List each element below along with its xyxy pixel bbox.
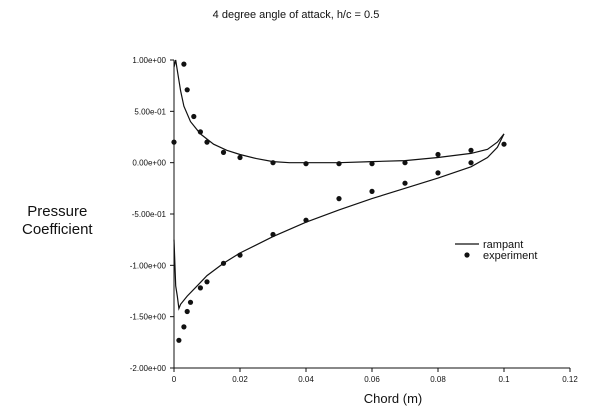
experiment-point [336,196,342,202]
y-tick-label: -1.00e+00 [130,261,167,270]
experiment-point [402,180,408,186]
y-tick-label: 5.00e-01 [134,107,166,116]
experiment-point [270,231,276,238]
legend-label-experiment: experiment [483,250,537,262]
experiment-point [336,161,342,167]
experiment-point [468,160,474,166]
series-line-rampant [173,133,505,311]
experiment-point [204,139,210,145]
y-tick-label: -1.50e+00 [130,313,167,322]
experiment-point [176,337,182,343]
experiment-point [468,147,474,153]
experiment-point [303,217,309,223]
experiment-point [181,324,187,330]
legend-marker-swatch [464,252,470,258]
y-tick-label: -5.00e-01 [132,210,167,219]
x-tick-label: 0.08 [430,375,446,384]
series-line-rampant [173,59,505,164]
experiment-point [181,61,187,67]
experiment-point [237,252,243,258]
experiment-point [204,279,210,285]
experiment-point [435,170,441,176]
x-tick-label: 0.06 [364,375,380,384]
y-axis-label-line1: Pressure [27,203,88,220]
x-tick-label: 0.12 [562,375,578,384]
experiment-point [220,149,227,155]
y-axis-label: Pressure Coefficient [22,203,93,239]
experiment-point [187,299,194,305]
experiment-point [402,160,408,166]
x-tick-label: 0.02 [232,375,248,384]
experiment-point [369,161,375,167]
x-tick-label: 0.1 [498,375,510,384]
experiment-point [237,154,243,161]
experiment-point [197,285,203,291]
experiment-point [435,151,441,158]
experiment-point [369,188,375,194]
y-tick-label: -2.00e+00 [130,364,167,373]
legend-label-rampant: rampant [483,239,523,251]
experiment-point [191,113,197,120]
y-axis-label-line2: Coefficient [22,221,93,238]
x-tick-label: 0 [172,375,177,384]
experiment-point [220,260,227,266]
x-tick-label: 0.04 [298,375,314,384]
experiment-point [270,160,276,166]
experiment-point [197,129,203,135]
y-tick-label: 1.00e+00 [132,56,166,65]
experiment-point [184,308,190,315]
experiment-point [184,87,190,93]
experiment-point [303,161,309,167]
x-axis-label: Chord (m) [363,391,423,406]
chart-title: 4 degree angle of attack, h/c = 0.5 [212,9,380,21]
experiment-point [501,141,507,147]
experiment-point [171,139,177,145]
y-tick-label: 0.00e+00 [132,159,166,168]
